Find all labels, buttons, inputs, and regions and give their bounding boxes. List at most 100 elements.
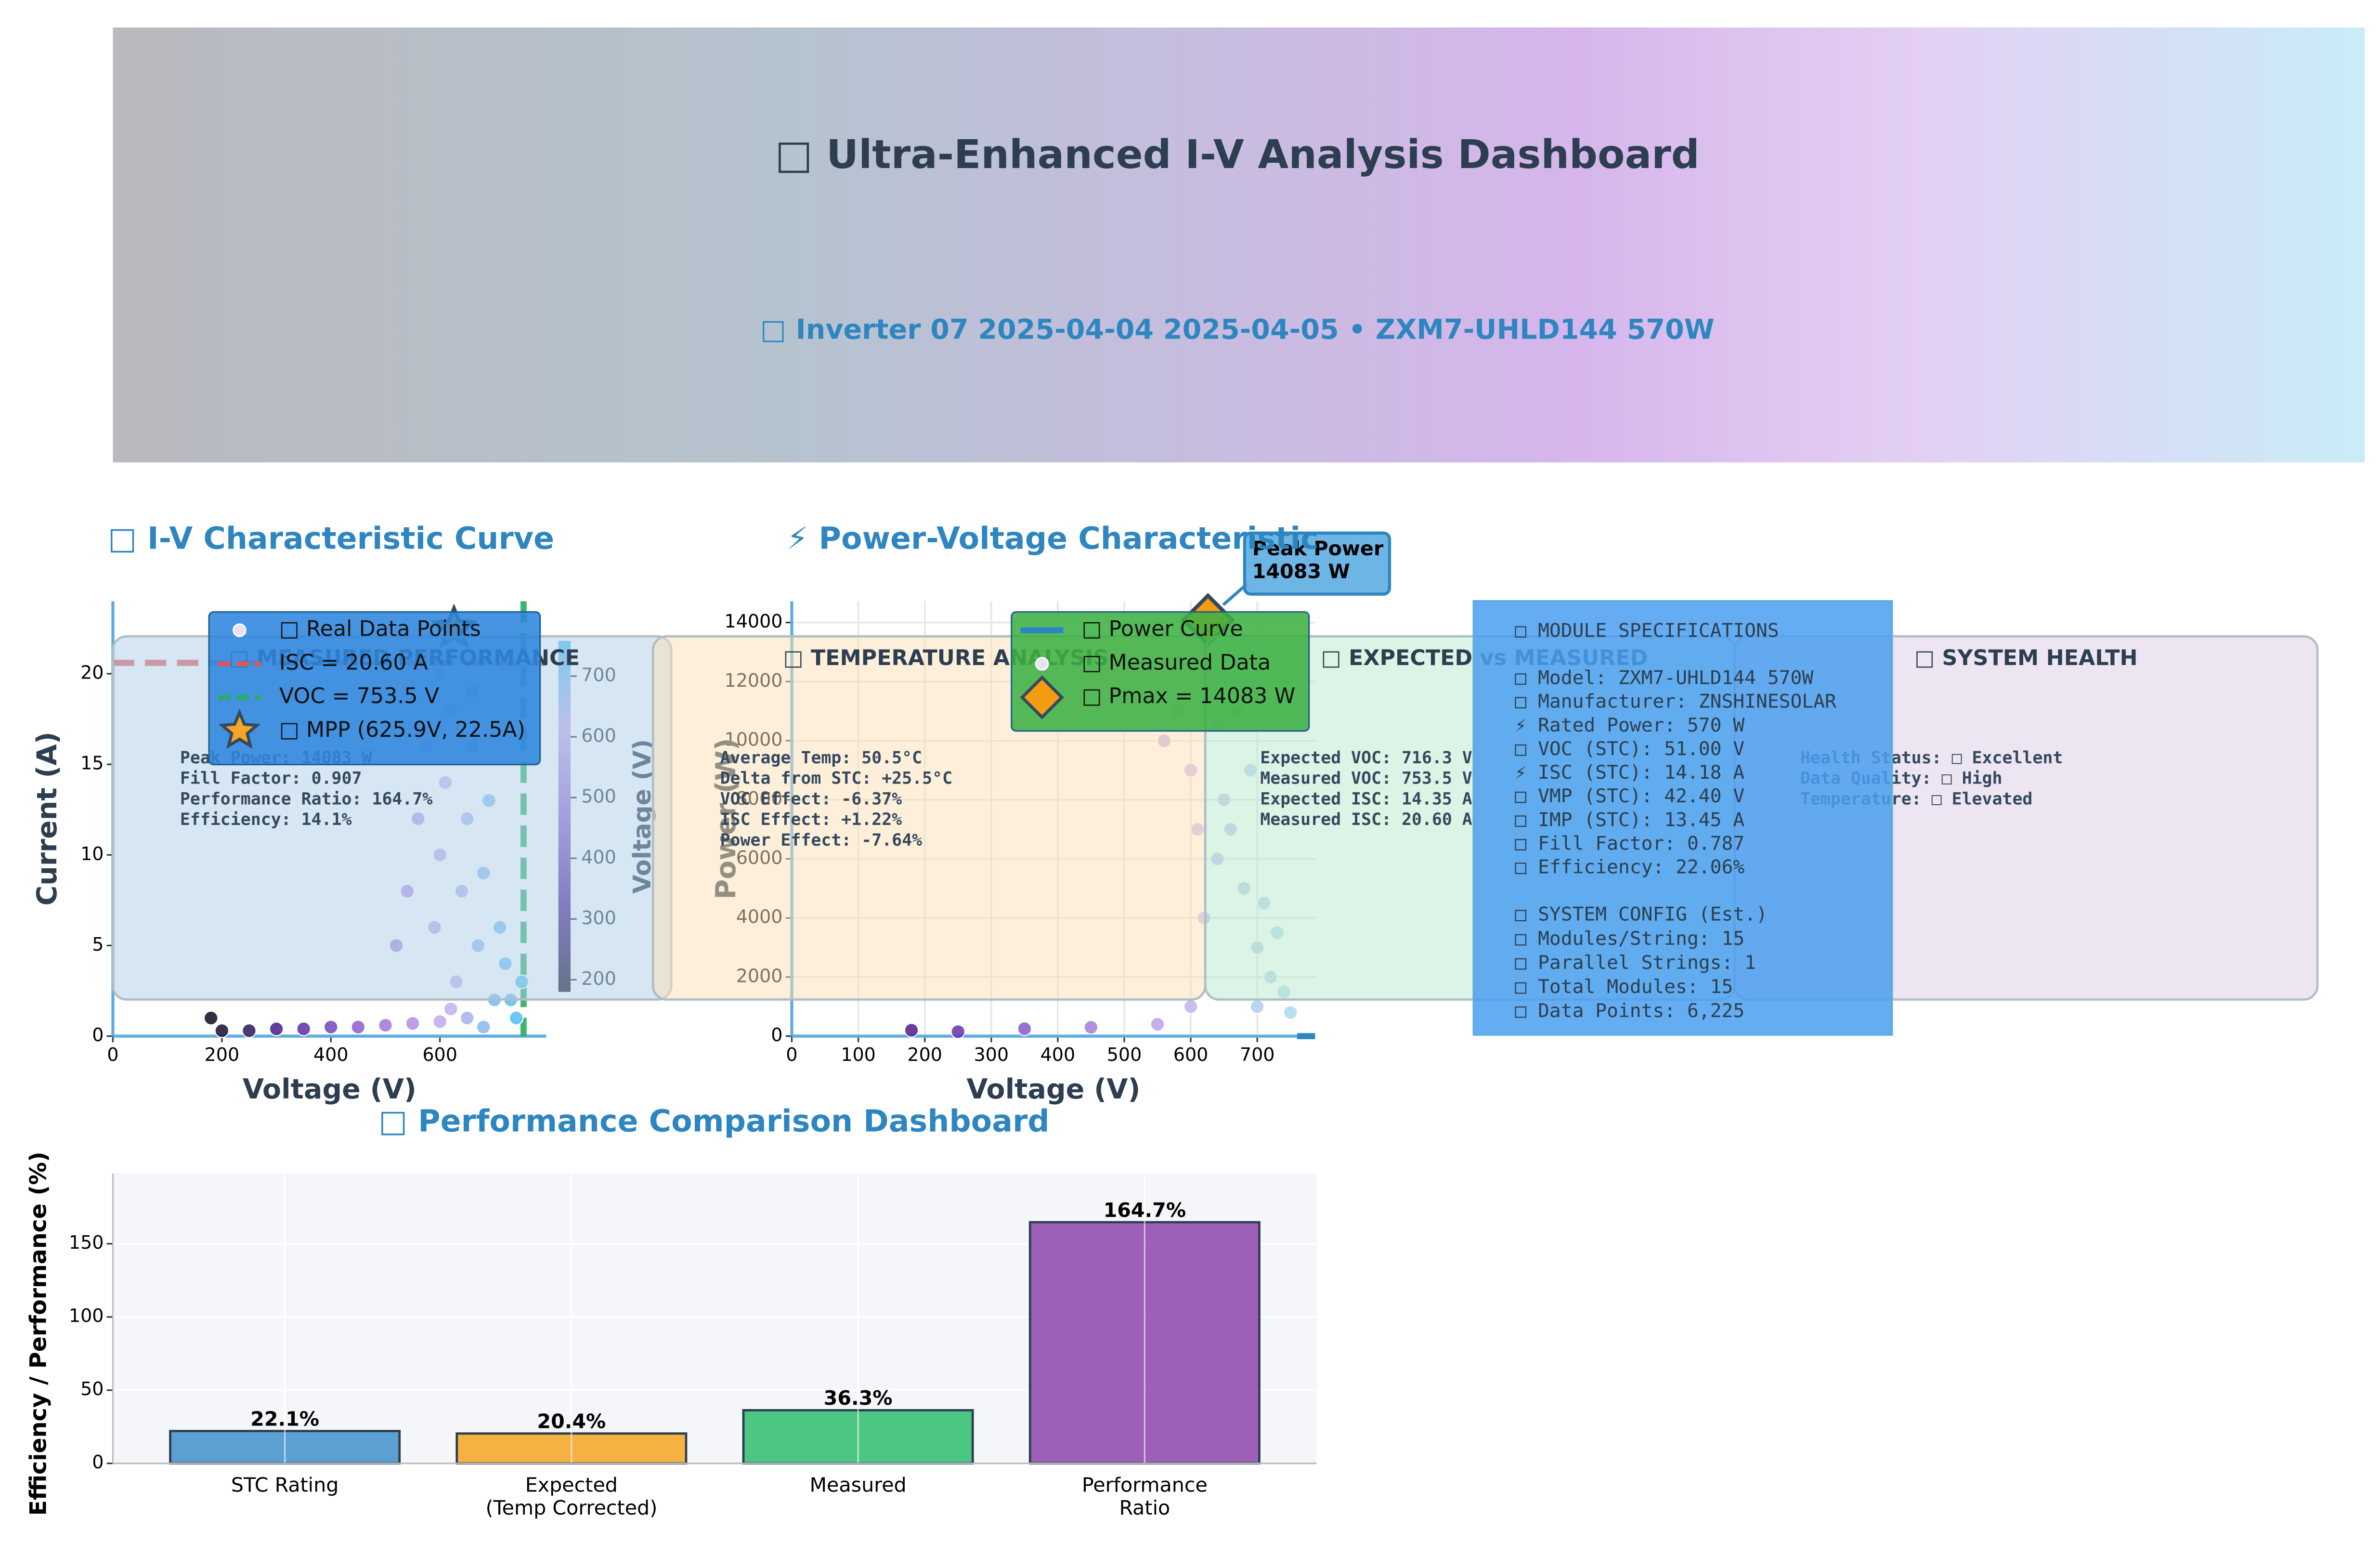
chart: 0 50 100 150 22.1% STC Rating 20.4% Expected (Te… [25, 1103, 1317, 1519]
panel-line: Performance Ratio: 164.7% [180, 789, 432, 809]
data-point [378, 1018, 393, 1033]
annotation-text: Peak Power [1252, 537, 1384, 560]
spec-line: ⚡ ISC (STC): 14.18 A [1515, 761, 1744, 784]
x-axis-label: Voltage (V) [243, 1073, 416, 1105]
x-tick-label: 0 [786, 1044, 797, 1065]
panel-line: Measured VOC: 753.5 V [1260, 769, 1472, 788]
x-axis-label: Voltage (V) [966, 1073, 1140, 1105]
x-tick-label: 200 [205, 1044, 240, 1065]
x-tick-label: 0 [107, 1044, 118, 1065]
data-point [1150, 1017, 1165, 1032]
panel-title: □ SYSTEM HEALTH [1914, 646, 2138, 670]
specs-box [1472, 600, 1893, 1036]
value-label: 20.4% [537, 1410, 606, 1433]
x-tick-label: 300 [974, 1044, 1009, 1065]
data-point [459, 1010, 475, 1026]
data-point [296, 1021, 312, 1036]
x-tick-label: STC Rating [231, 1473, 339, 1496]
chart-title: □ Performance Comparison Dashboard [378, 1103, 1049, 1139]
panel-line: Average Temp: 50.5°C [720, 748, 923, 768]
panel-line: VOC Effect: -6.37% [720, 789, 902, 809]
spec-line: □ IMP (STC): 13.45 A [1515, 809, 1744, 831]
data-point [443, 1001, 458, 1017]
panel-line: Expected ISC: 14.35 A [1260, 789, 1472, 809]
data-point [405, 1016, 420, 1031]
header-banner [113, 27, 2365, 463]
spec-line: □ Total Modules: 15 [1515, 976, 1733, 998]
data-point [950, 1024, 966, 1039]
legend-symbol [1035, 657, 1049, 671]
legend-label: □ Real Data Points [279, 617, 481, 641]
legend-label: VOC = 753.5 V [279, 684, 439, 708]
annotation-text: 14083 W [1252, 560, 1350, 583]
data-point [351, 1019, 366, 1035]
x-tick-label: Expected (Temp Corrected) [485, 1473, 657, 1519]
legend-symbol [1020, 675, 1064, 719]
y-axis-label: Efficiency / Performance (%) [25, 1151, 52, 1516]
x-tick-label: 600 [422, 1044, 457, 1065]
legend-symbol [233, 623, 247, 637]
value-label: 22.1% [250, 1407, 319, 1430]
module-specs: □ MODULE SPECIFICATIONS □ Model: ZXM7-UHL… [1472, 600, 1893, 1036]
data-point [269, 1021, 284, 1036]
data-point [323, 1019, 338, 1035]
panel-line: Measured ISC: 20.60 A [1260, 810, 1472, 829]
legend-label: □ Measured Data [1082, 650, 1271, 675]
dashboard-subtitle: □ Inverter 07 2025-04-04 2025-04-05 • ZX… [760, 314, 1715, 345]
x-tick-label: Measured [810, 1473, 907, 1496]
data-point [214, 1023, 230, 1038]
value-label: 36.3% [824, 1386, 893, 1410]
y-tick-label: 50 [80, 1378, 104, 1399]
x-tick-label: 100 [841, 1044, 876, 1065]
x-tick-label: 600 [1173, 1044, 1209, 1065]
panel-line: Expected VOC: 716.3 V [1260, 748, 1472, 768]
chart-title: ⚡ Power-Voltage Characteristic [787, 520, 1319, 556]
legend-symbol [218, 708, 261, 749]
y-tick-label: 0 [92, 1024, 104, 1045]
spec-line: □ SYSTEM CONFIG (Est.) [1515, 903, 1767, 926]
y-tick-label: 20 [80, 662, 104, 683]
panel-line: ISC Effect: +1.22% [720, 810, 902, 829]
spec-line: ⚡ Rated Power: 570 W [1515, 714, 1744, 736]
x-tick-label: 500 [1107, 1044, 1142, 1065]
spec-line: □ Fill Factor: 0.787 [1515, 832, 1744, 854]
data-point [242, 1023, 257, 1038]
legends: □ Real Data Points ISC = 20.60 A VOC = 753… [208, 611, 1310, 766]
spec-line: □ VOC (STC): 51.00 V [1515, 738, 1744, 760]
data-point [904, 1022, 919, 1038]
dashboard-title: □ Ultra-Enhanced I-V Analysis Dashboard [775, 132, 1700, 178]
legend-box [1011, 611, 1310, 732]
x-tick-label: 400 [1040, 1044, 1076, 1065]
legend-label: □ Power Curve [1082, 617, 1243, 641]
panel-line: Power Effect: -7.64% [720, 831, 923, 850]
data-point [1017, 1021, 1032, 1036]
y-tick-label: 14000 [725, 611, 783, 632]
y-tick-label: 10 [80, 843, 104, 864]
data-point [1183, 999, 1198, 1014]
value-label: 164.7% [1104, 1199, 1186, 1222]
x-tick-label: 400 [313, 1044, 349, 1065]
data-point [1283, 1005, 1298, 1020]
spec-line: □ Parallel Strings: 1 [1515, 952, 1756, 974]
data-point [1083, 1019, 1099, 1035]
x-tick-label: Performance Ratio [1082, 1473, 1208, 1519]
legend-label: □ Pmax = 14083 W [1082, 684, 1296, 708]
data-point [1249, 999, 1265, 1014]
data-point [203, 1010, 219, 1026]
spec-line: □ Data Points: 6,225 [1515, 1000, 1744, 1022]
y-tick-label: 5 [92, 934, 104, 955]
legend-label: □ MPP (625.9V, 22.5A) [279, 718, 525, 742]
spec-line: □ Manufacturer: ZNSHINESOLAR [1515, 691, 1836, 713]
y-tick-label: 15 [80, 753, 104, 774]
annotation-box [1243, 531, 1392, 596]
y-tick-label: 0 [771, 1024, 782, 1045]
spec-line: □ Model: ZXM7-UHLD144 570W [1515, 667, 1813, 689]
data-point [508, 1010, 524, 1026]
data-point [432, 1014, 447, 1029]
x-tick-label: 200 [907, 1044, 942, 1065]
spec-line: □ Efficiency: 22.06% [1515, 856, 1744, 878]
panel-line: Efficiency: 14.1% [180, 810, 352, 829]
legend-label: ISC = 20.60 A [279, 650, 428, 675]
